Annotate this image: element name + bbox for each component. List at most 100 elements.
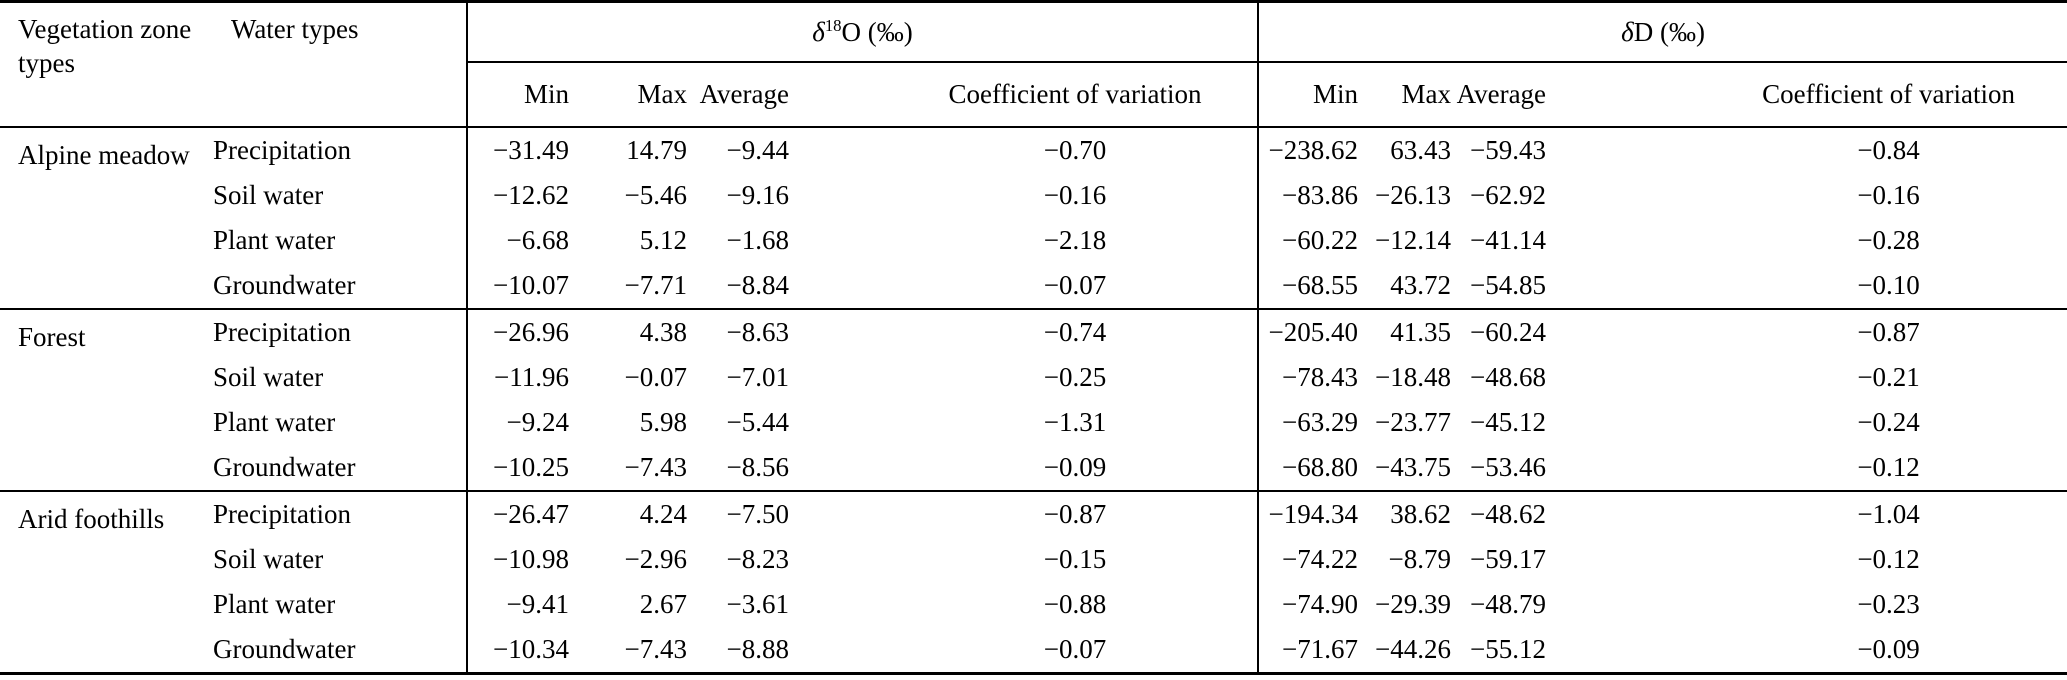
value-cell: −2.18 <box>1043 225 1107 255</box>
d-permil-label: D (‰) <box>1633 17 1705 47</box>
water-type-cell: Groundwater <box>213 270 356 300</box>
value-cell: −7.43 <box>624 634 687 664</box>
value-cell: −0.87 <box>793 490 1259 537</box>
value-cell: −0.10 <box>1857 270 1920 300</box>
value-cell: −1.68 <box>726 225 789 255</box>
water-type-cell: Plant water <box>213 225 336 255</box>
value-cell: −60.22 <box>1257 218 1363 263</box>
o18-min-header: Min <box>466 62 573 128</box>
value-cell: −3.61 <box>726 589 789 619</box>
value-cell: −26.47 <box>466 490 573 537</box>
value-cell: −0.16 <box>1043 180 1107 210</box>
value-cell: −205.40 <box>1257 308 1363 355</box>
water-type-cell: Groundwater <box>213 452 356 482</box>
value-cell: −41.14 <box>1470 225 1547 255</box>
value-cell: −9.24 <box>466 400 573 445</box>
value-cell: −68.55 <box>1257 263 1363 309</box>
delta-symbol: δ <box>812 17 825 47</box>
value-cell: −7.01 <box>726 362 789 392</box>
value-cell: −78.43 <box>1257 355 1363 400</box>
value-cell: −0.15 <box>1043 544 1107 574</box>
table-row: Arid foothills Precipitation −26.47 4.24… <box>0 490 2067 674</box>
value-cell: −10.25 <box>466 445 573 491</box>
value-cell: −45.12 <box>1470 407 1547 437</box>
zone-cell: Alpine meadow <box>0 126 213 309</box>
sub-header-row: Min Max Average Coefficient of variation… <box>0 62 2067 128</box>
value-cell: −10.98 <box>466 537 573 582</box>
value-cell: −8.79 <box>1388 544 1452 574</box>
value-cell: 43.72 <box>1390 270 1452 300</box>
water-type-cell: Plant water <box>213 589 336 619</box>
value-cell: −6.68 <box>466 218 573 263</box>
table-row: Plant water −9.41 2.67 −3.61 −0.88 −74.9… <box>0 582 2067 627</box>
table-row: Soil water −12.62 −5.46 −9.16 −0.16 −83.… <box>0 173 2067 218</box>
value-cell: −5.46 <box>624 180 687 210</box>
value-cell: −8.63 <box>691 308 793 355</box>
value-cell: −12.62 <box>466 173 573 218</box>
value-cell: −0.12 <box>1857 452 1920 482</box>
value-cell: −29.39 <box>1375 589 1452 619</box>
value-cell: −238.62 <box>1257 126 1363 173</box>
value-cell: −55.12 <box>1470 634 1547 664</box>
value-cell: −8.84 <box>726 270 789 300</box>
value-cell: −5.44 <box>726 407 789 437</box>
value-cell: −0.12 <box>1857 544 1920 574</box>
value-cell: −0.74 <box>793 308 1259 355</box>
value-cell: 4.24 <box>573 490 691 537</box>
table-row: Groundwater −10.34 −7.43 −8.88 −0.07 −71… <box>0 627 2067 674</box>
value-cell: −23.77 <box>1375 407 1452 437</box>
value-cell: −194.34 <box>1257 490 1363 537</box>
value-cell: −53.46 <box>1470 452 1547 482</box>
d-min-header: Min <box>1257 62 1363 128</box>
water-type-cell: Precipitation <box>213 308 467 355</box>
value-cell: −63.29 <box>1257 400 1363 445</box>
water-column-header: Water types <box>213 1 467 128</box>
value-cell: −26.96 <box>466 308 573 355</box>
value-cell: −0.23 <box>1857 589 1920 619</box>
value-cell: −59.17 <box>1470 544 1547 574</box>
value-cell: −18.48 <box>1375 362 1452 392</box>
table-row: Plant water −9.24 5.98 −5.44 −1.31 −63.2… <box>0 400 2067 445</box>
delta-symbol: δ <box>1621 17 1634 47</box>
value-cell: −54.85 <box>1470 270 1547 300</box>
table-row: Groundwater −10.07 −7.71 −8.84 −0.07 −68… <box>0 263 2067 309</box>
value-cell: −8.88 <box>726 634 789 664</box>
value-cell: −48.68 <box>1470 362 1547 392</box>
value-cell: −44.26 <box>1375 634 1452 664</box>
value-cell: −7.43 <box>624 452 687 482</box>
value-cell: −9.16 <box>726 180 789 210</box>
value-cell: −0.25 <box>1043 362 1107 392</box>
zone-cell: Arid foothills <box>0 490 213 674</box>
water-type-cell: Precipitation <box>213 126 467 173</box>
value-cell: −0.09 <box>1043 452 1107 482</box>
value-cell: 2.67 <box>639 589 687 619</box>
water-type-cell: Plant water <box>213 407 336 437</box>
o18-max-header: Max <box>573 62 691 128</box>
delta18o-group-header: δ18O (‰) <box>465 1 1259 63</box>
o18-cv-header: Coefficient of variation <box>793 62 1259 128</box>
value-cell: 14.79 <box>573 126 691 173</box>
group-header-row: Vegetation zone types Water types δ18O (… <box>0 1 2067 128</box>
value-cell: −59.43 <box>1455 126 1551 173</box>
table-row: Plant water −6.68 5.12 −1.68 −2.18 −60.2… <box>0 218 2067 263</box>
value-cell: −0.28 <box>1857 225 1920 255</box>
o18-average-header: Average <box>691 62 793 128</box>
zone-column-header: Vegetation zone types <box>0 1 213 128</box>
table-row: Forest Precipitation −26.96 4.38 −8.63 −… <box>0 308 2067 491</box>
value-cell: −74.22 <box>1257 537 1363 582</box>
section-arid-foothills: Arid foothills Precipitation −26.47 4.24… <box>0 490 2067 674</box>
value-cell: −0.84 <box>1550 126 2067 173</box>
value-cell: −83.86 <box>1257 173 1363 218</box>
d-max-header: Max <box>1362 62 1456 128</box>
value-cell: −74.90 <box>1257 582 1363 627</box>
value-cell: −0.07 <box>624 362 687 392</box>
value-cell: −1.31 <box>1043 407 1107 437</box>
value-cell: −71.67 <box>1257 627 1363 674</box>
value-cell: −0.21 <box>1857 362 1920 392</box>
table-row: Soil water −11.96 −0.07 −7.01 −0.25 −78.… <box>0 355 2067 400</box>
value-cell: −10.34 <box>466 627 573 674</box>
table-row: Groundwater −10.25 −7.43 −8.56 −0.09 −68… <box>0 445 2067 491</box>
section-forest: Forest Precipitation −26.96 4.38 −8.63 −… <box>0 308 2067 491</box>
value-cell: −68.80 <box>1257 445 1363 491</box>
